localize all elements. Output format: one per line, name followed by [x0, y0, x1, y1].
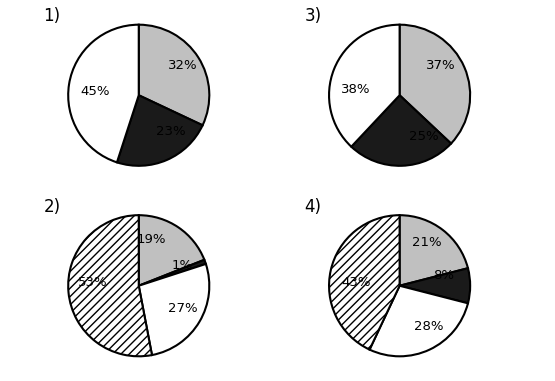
Wedge shape — [351, 95, 451, 166]
Text: 38%: 38% — [341, 83, 371, 96]
Wedge shape — [400, 25, 470, 144]
Text: 53%: 53% — [78, 276, 108, 289]
Text: 28%: 28% — [415, 320, 444, 333]
Wedge shape — [370, 286, 468, 356]
Text: 21%: 21% — [412, 235, 441, 248]
Text: 25%: 25% — [410, 130, 439, 142]
Wedge shape — [68, 25, 139, 162]
Text: 37%: 37% — [426, 59, 455, 72]
Text: 3): 3) — [304, 7, 321, 25]
Wedge shape — [139, 25, 209, 125]
Text: 32%: 32% — [168, 59, 198, 72]
Wedge shape — [400, 215, 468, 286]
Wedge shape — [139, 215, 204, 286]
Wedge shape — [139, 264, 209, 355]
Text: 43%: 43% — [341, 276, 371, 289]
Wedge shape — [400, 268, 470, 303]
Wedge shape — [329, 25, 400, 147]
Wedge shape — [68, 215, 152, 356]
Wedge shape — [329, 215, 400, 350]
Text: 1%: 1% — [172, 259, 193, 272]
Text: 45%: 45% — [80, 85, 110, 98]
Text: 1): 1) — [43, 7, 60, 25]
Text: 23%: 23% — [156, 125, 185, 138]
Text: 19%: 19% — [137, 234, 166, 247]
Text: 8%: 8% — [433, 269, 454, 282]
Wedge shape — [139, 260, 206, 286]
Text: 2): 2) — [43, 198, 60, 216]
Text: 4): 4) — [304, 198, 321, 216]
Wedge shape — [117, 95, 203, 166]
Text: 27%: 27% — [168, 302, 198, 315]
